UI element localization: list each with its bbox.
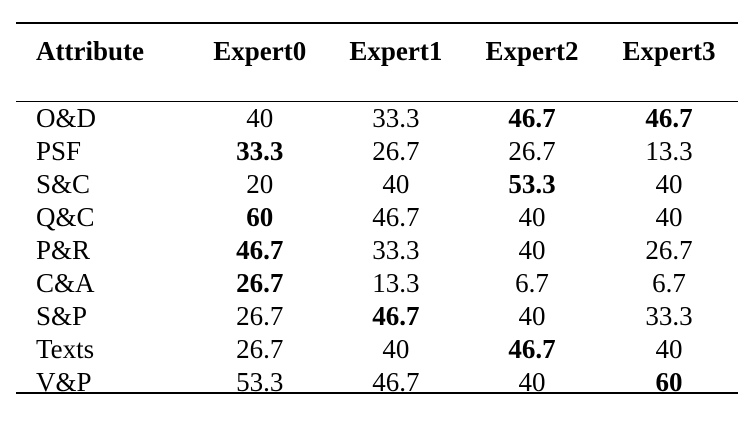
attribute-cell: S&C xyxy=(36,169,91,199)
expert0-value-cell: 53.3 xyxy=(236,367,284,397)
expert1-value-cell: 46.7 xyxy=(372,367,420,397)
expert0-value-cell: 26.7 xyxy=(236,334,284,364)
attribute-cell: C&A xyxy=(36,268,95,298)
expert3-value-cell: 6.7 xyxy=(652,268,686,298)
expert3-value-cell: 40 xyxy=(655,169,683,199)
attribute-cell: Q&C xyxy=(36,202,95,232)
expert0-value-cell: 26.7 xyxy=(236,301,284,331)
expert2-value-cell: 40 xyxy=(518,367,546,397)
expert1-value-cell: 33.3 xyxy=(372,235,420,265)
header-attribute: Attribute xyxy=(36,36,144,66)
expert3-value-cell: 60 xyxy=(655,367,683,397)
header-expert2: Expert2 xyxy=(485,36,579,66)
expert0-value-cell: 40 xyxy=(246,103,274,133)
table-row: O&D 40 33.3 46.7 46.7 xyxy=(16,102,738,135)
expert3-value-cell: 26.7 xyxy=(645,235,693,265)
header-expert0: Expert0 xyxy=(213,36,307,66)
table-header-rule xyxy=(16,101,738,102)
attribute-cell: S&P xyxy=(36,301,88,331)
expert1-value-cell: 40 xyxy=(382,334,410,364)
attribute-cell: P&R xyxy=(36,235,91,265)
expert0-value-cell: 20 xyxy=(246,169,274,199)
expert0-value-cell: 46.7 xyxy=(236,235,284,265)
table-row: V&P 53.3 46.7 40 60 xyxy=(16,366,738,399)
attribute-cell: O&D xyxy=(36,103,96,133)
table-row: S&C 20 40 53.3 40 xyxy=(16,168,738,201)
expert1-value-cell: 13.3 xyxy=(372,268,420,298)
expert2-value-cell: 40 xyxy=(518,202,546,232)
table-body: O&D 40 33.3 46.7 46.7 PSF 33.3 26.7 26.7 13.3 S&C 2… xyxy=(16,102,738,399)
expert2-value-cell: 40 xyxy=(518,301,546,331)
expert3-value-cell: 33.3 xyxy=(645,301,693,331)
table-top-rule xyxy=(16,22,738,24)
expert3-value-cell: 40 xyxy=(655,334,683,364)
expert3-value-cell: 40 xyxy=(655,202,683,232)
table-row: S&P 26.7 46.7 40 33.3 xyxy=(16,300,738,333)
table-row: C&A 26.7 13.3 6.7 6.7 xyxy=(16,267,738,300)
expert3-value-cell: 46.7 xyxy=(645,103,693,133)
expert1-value-cell: 46.7 xyxy=(372,202,420,232)
expert2-value-cell: 53.3 xyxy=(508,169,556,199)
expert0-value-cell: 33.3 xyxy=(236,136,284,166)
attribute-cell: Texts xyxy=(36,334,95,364)
expert3-value-cell: 13.3 xyxy=(645,136,693,166)
header-expert1: Expert1 xyxy=(349,36,443,66)
expert-attribute-table: Attribute Expert0 Expert1 Expert2 Expert… xyxy=(16,22,738,399)
expert0-value-cell: 60 xyxy=(246,202,274,232)
expert0-value-cell: 26.7 xyxy=(236,268,284,298)
table-header-row: Attribute Expert0 Expert1 Expert2 Expert… xyxy=(16,22,738,80)
table-row: PSF 33.3 26.7 26.7 13.3 xyxy=(16,135,738,168)
table-row: Texts 26.7 40 46.7 40 xyxy=(16,333,738,366)
attribute-cell: V&P xyxy=(36,367,92,397)
expert1-value-cell: 26.7 xyxy=(372,136,420,166)
header-spacer xyxy=(16,80,738,102)
expert1-value-cell: 46.7 xyxy=(372,301,420,331)
expert2-value-cell: 6.7 xyxy=(515,268,549,298)
expert2-value-cell: 46.7 xyxy=(508,103,556,133)
expert2-value-cell: 26.7 xyxy=(508,136,556,166)
expert1-value-cell: 40 xyxy=(382,169,410,199)
header-expert3: Expert3 xyxy=(622,36,716,66)
expert2-value-cell: 46.7 xyxy=(508,334,556,364)
table-row: P&R 46.7 33.3 40 26.7 xyxy=(16,234,738,267)
expert2-value-cell: 40 xyxy=(518,235,546,265)
table-bottom-rule xyxy=(16,392,738,394)
expert1-value-cell: 33.3 xyxy=(372,103,420,133)
table-row: Q&C 60 46.7 40 40 xyxy=(16,201,738,234)
attribute-cell: PSF xyxy=(36,136,82,166)
